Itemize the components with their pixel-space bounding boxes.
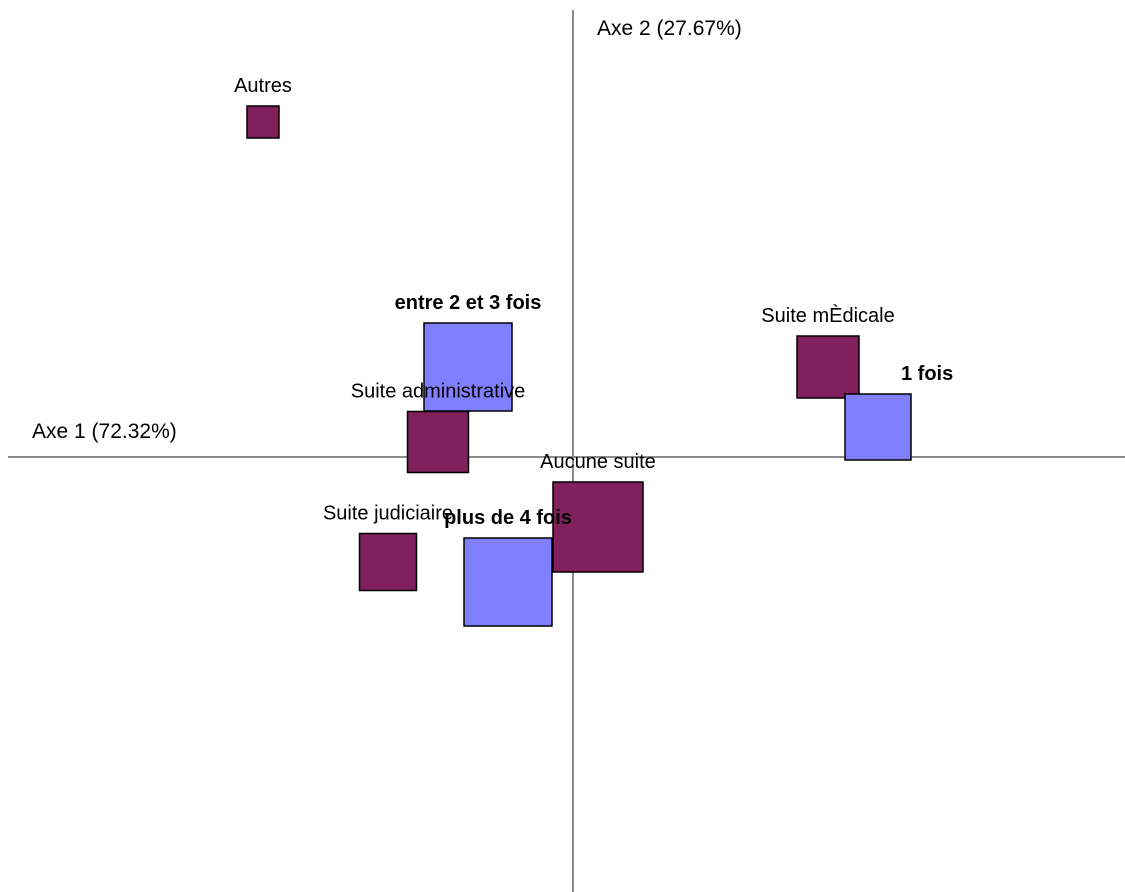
square-marker [552, 481, 644, 573]
square-marker [358, 532, 418, 592]
data-point: Autres [234, 75, 292, 139]
point-label: Autres [234, 75, 292, 97]
point-label: Suite judiciaire [323, 503, 453, 525]
point-label: plus de 4 fois [444, 507, 572, 529]
y-axis-label: Axe 2 (27.67%) [597, 17, 742, 40]
data-point: 1 fois [844, 363, 953, 461]
point-label: Suite administrative [351, 381, 526, 403]
x-axis-label: Axe 1 (72.32%) [32, 420, 177, 443]
data-point: Suite mÈdicale [761, 304, 895, 399]
data-point: Aucune suite [540, 451, 656, 573]
square-marker [246, 105, 280, 139]
data-point: entre 2 et 3 fois [395, 292, 542, 412]
point-label: Suite mÈdicale [761, 304, 894, 327]
data-point: Suite administrative [351, 381, 526, 474]
square-marker [406, 410, 470, 474]
square-marker [844, 393, 912, 461]
points-layer: Autres entre 2 et 3 fois Suite mÈdicale 1 f… [234, 75, 953, 627]
square-marker [423, 322, 513, 412]
point-label: 1 fois [901, 363, 953, 385]
square-marker [796, 335, 860, 399]
square-marker [463, 537, 553, 627]
data-point: Suite judiciaire [323, 503, 453, 592]
point-label: entre 2 et 3 fois [395, 292, 542, 314]
point-label: Aucune suite [540, 451, 656, 473]
data-point: plus de 4 fois [444, 507, 572, 627]
